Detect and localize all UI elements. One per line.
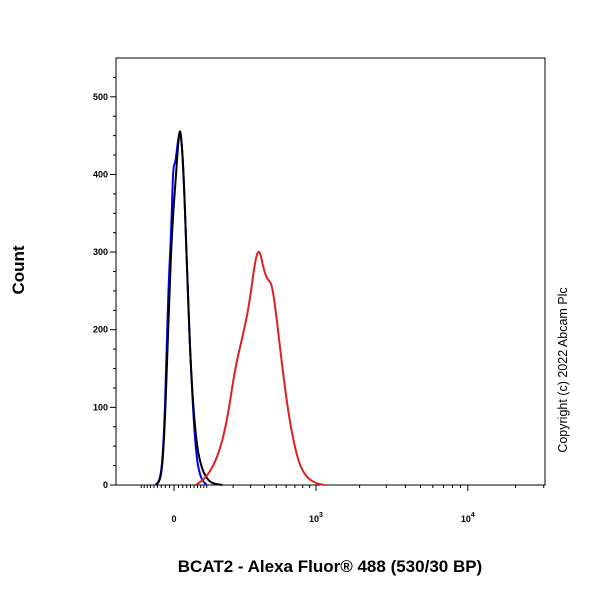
- y-axis: 0 100 200 300 400 500: [93, 76, 116, 490]
- y-tick-label: 300: [93, 247, 108, 257]
- x-axis: 0103104105: [140, 485, 545, 524]
- x-tick-exponent: 3: [319, 512, 323, 519]
- x-tick-label: 0: [171, 514, 176, 524]
- series-group: [154, 130, 326, 486]
- x-tick-label: 104: [461, 512, 475, 524]
- x-tick-exponent: 4: [471, 512, 475, 519]
- y-tick-label: 400: [93, 169, 108, 179]
- x-axis-title: BCAT2 - Alexa Fluor® 488 (530/30 BP): [178, 557, 482, 576]
- plot-frame: [115, 57, 546, 486]
- plot-area: [115, 57, 546, 486]
- copyright-annotation: Copyright (c) 2022 Abcam Plc: [556, 287, 570, 452]
- y-tick-label: 0: [103, 480, 108, 490]
- y-tick-label: 200: [93, 325, 108, 335]
- y-tick-label: 500: [93, 92, 108, 102]
- series-line-2: [195, 250, 326, 486]
- y-axis-title: Count: [9, 245, 28, 294]
- x-tick-label: 103: [309, 512, 323, 524]
- series-line-1: [155, 130, 223, 486]
- y-tick-label: 100: [93, 402, 108, 412]
